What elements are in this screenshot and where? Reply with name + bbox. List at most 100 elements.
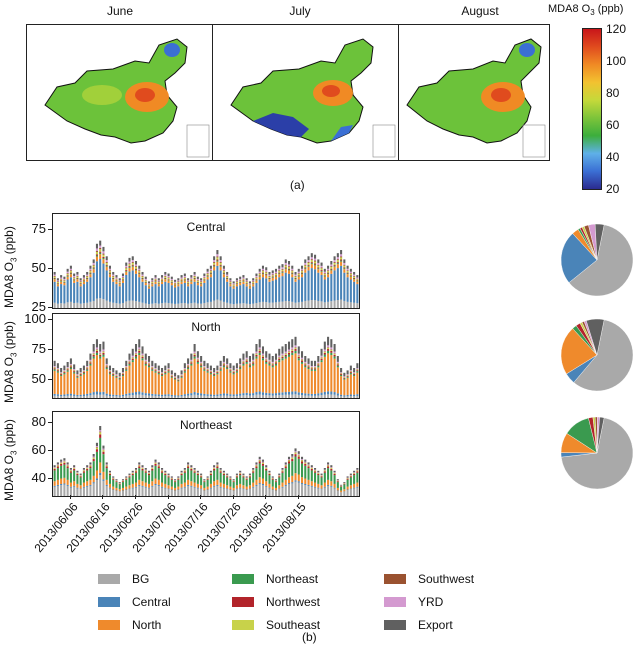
bar-segment-north [222, 483, 225, 488]
bar-segment-northeast [310, 470, 313, 482]
bar-segment-bg [242, 395, 245, 398]
bar-segment-northeast [219, 265, 222, 267]
bar-segment-northeast [278, 273, 281, 275]
bar-segment-southeast [86, 276, 89, 278]
bar-segment-central [196, 392, 199, 396]
bar-segment-northwest [177, 379, 180, 381]
bar-segment-northeast [356, 281, 359, 282]
bar-segment-central [245, 489, 248, 491]
bar-segment-northwest [190, 280, 193, 282]
bar-segment-southwest [118, 281, 121, 283]
bar-segment-northwest [278, 358, 281, 361]
bar-segment-northwest [356, 471, 359, 473]
bar-segment-northwest [232, 372, 235, 374]
bar-segment-yrd [291, 456, 294, 458]
bar-segment-export [180, 275, 183, 278]
bar-segment-northwest [314, 471, 317, 473]
bar-segment-bg [310, 395, 313, 398]
legend-item-north: North [98, 618, 161, 632]
bar-segment-bg [248, 304, 251, 308]
bar-segment-central [187, 393, 190, 396]
bar-segment-yrd [82, 469, 85, 471]
bar-segment-southeast [252, 282, 255, 284]
bar-segment-central [232, 490, 235, 491]
bar-segment-northeast [317, 475, 320, 484]
bar-segment-yrd [248, 361, 251, 364]
bar-segment-central [177, 395, 180, 397]
bar-segment-northwest [183, 471, 186, 473]
bar-segment-central [200, 286, 203, 304]
bar-segment-central [138, 484, 141, 486]
bar-segment-northwest [248, 476, 251, 478]
pie-northeast [560, 416, 634, 490]
bar-segment-north [287, 270, 291, 274]
bar-segment-north [125, 486, 128, 490]
bar-segment-southeast [265, 272, 268, 274]
bar-segment-northeast [157, 468, 160, 480]
bar-segment-export [343, 259, 346, 263]
bar-segment-southeast [115, 279, 118, 281]
bar-segment-central [92, 392, 95, 395]
bar-segment-export [278, 473, 281, 475]
bar-segment-southeast [323, 351, 326, 353]
bar-segment-northeast [134, 269, 138, 271]
bar-segment-bg [333, 488, 336, 496]
bar-segment-southwest [76, 275, 79, 277]
bar-segment-export [294, 448, 297, 452]
bar-segment-northeast [268, 363, 271, 366]
bar-segment-southeast [314, 261, 317, 264]
bar-segment-north [190, 281, 193, 285]
bar-segment-north [203, 280, 206, 283]
bar-segment-southwest [99, 247, 102, 250]
bar-segment-southwest [95, 447, 98, 448]
bar-segment-northwest [141, 468, 144, 471]
bar-segment-southeast [213, 373, 216, 374]
bar-segment-north [170, 282, 173, 286]
bar-segment-southeast [333, 262, 336, 265]
bar-segment-southeast [265, 359, 268, 361]
bar-segment-yrd [330, 264, 333, 267]
bar-segment-bg [255, 394, 258, 398]
bar-segment-central [327, 484, 330, 486]
bar-segment-northeast [294, 278, 297, 280]
bar-segment-yrd [60, 461, 63, 463]
bar-segment-northeast [343, 484, 346, 490]
bar-segment-southeast [99, 353, 102, 355]
bar-segment-north [180, 483, 183, 488]
bar-segment-yrd [340, 254, 343, 257]
bar-segment-export [190, 353, 193, 360]
bar-segment-bg [157, 396, 160, 398]
bar-segment-export [245, 476, 248, 478]
bar-segment-north [138, 479, 141, 485]
bar-segment-bg [131, 395, 134, 398]
bar-segment-north [297, 360, 300, 393]
bar-segment-north [206, 276, 209, 280]
pie-slice-bg [568, 224, 634, 297]
bar-segment-northwest [138, 272, 141, 274]
bar-segment-north [141, 279, 144, 282]
bar-segment-bg [353, 488, 356, 496]
bar-segment-export [125, 360, 128, 367]
bar-segment-northeast [79, 374, 82, 377]
bar-segment-northwest [239, 281, 242, 283]
bar-segment-bg [232, 304, 235, 308]
bar-segment-bg [265, 395, 268, 398]
bar-segment-yrd [226, 274, 229, 276]
bar-segment-northeast [174, 482, 177, 488]
bar-segment-southwest [261, 355, 264, 356]
bar-segment-bg [69, 487, 72, 496]
bar-segment-export [108, 470, 111, 473]
bar-segment-central [82, 284, 85, 304]
bar-segment-central [102, 479, 105, 481]
bar-segment-bg [213, 396, 216, 398]
bar-segment-central [56, 286, 59, 304]
bar-segment-export [216, 365, 219, 371]
x-tick-mark [232, 495, 234, 499]
bar-segment-north [209, 483, 212, 488]
legend-swatch [384, 620, 406, 630]
bar-segment-north [219, 482, 222, 487]
bar-segment-southwest [239, 280, 242, 281]
bar-segment-southwest [327, 270, 330, 272]
bar-segment-bg [274, 395, 278, 398]
bar-segment-export [105, 462, 108, 465]
